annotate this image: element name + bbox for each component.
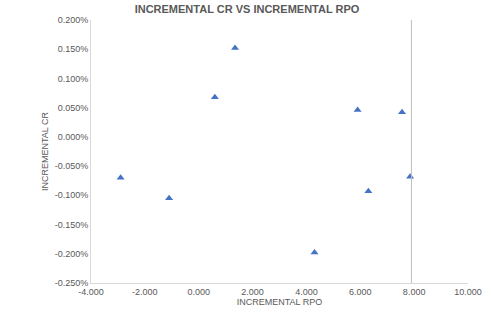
svg-text:-0.250%: -0.250% bbox=[55, 278, 89, 288]
svg-text:6.000: 6.000 bbox=[349, 287, 372, 297]
svg-text:INCREMENTAL RPO: INCREMENTAL RPO bbox=[237, 297, 323, 307]
svg-text:-2.000: -2.000 bbox=[132, 287, 158, 297]
svg-text:-0.100%: -0.100% bbox=[55, 190, 89, 200]
svg-text:-0.150%: -0.150% bbox=[55, 220, 89, 230]
svg-text:0.150%: 0.150% bbox=[58, 44, 89, 54]
svg-text:-0.050%: -0.050% bbox=[55, 161, 89, 171]
svg-text:0.100%: 0.100% bbox=[58, 74, 89, 84]
svg-text:INCREMENTAL CR VS INCREMENTAL: INCREMENTAL CR VS INCREMENTAL RPO bbox=[135, 3, 360, 15]
svg-text:2.000: 2.000 bbox=[241, 287, 264, 297]
svg-text:0.000%: 0.000% bbox=[58, 132, 89, 142]
svg-text:0.200%: 0.200% bbox=[58, 15, 89, 25]
svg-text:INCREMENTAL CR: INCREMENTAL CR bbox=[40, 112, 50, 192]
svg-text:0.000: 0.000 bbox=[187, 287, 210, 297]
svg-text:10.000: 10.000 bbox=[454, 287, 482, 297]
svg-text:-0.200%: -0.200% bbox=[55, 249, 89, 259]
svg-text:4.000: 4.000 bbox=[295, 287, 318, 297]
svg-text:0.050%: 0.050% bbox=[58, 103, 89, 113]
svg-text:-4.000: -4.000 bbox=[78, 287, 104, 297]
svg-text:8.000: 8.000 bbox=[403, 287, 426, 297]
